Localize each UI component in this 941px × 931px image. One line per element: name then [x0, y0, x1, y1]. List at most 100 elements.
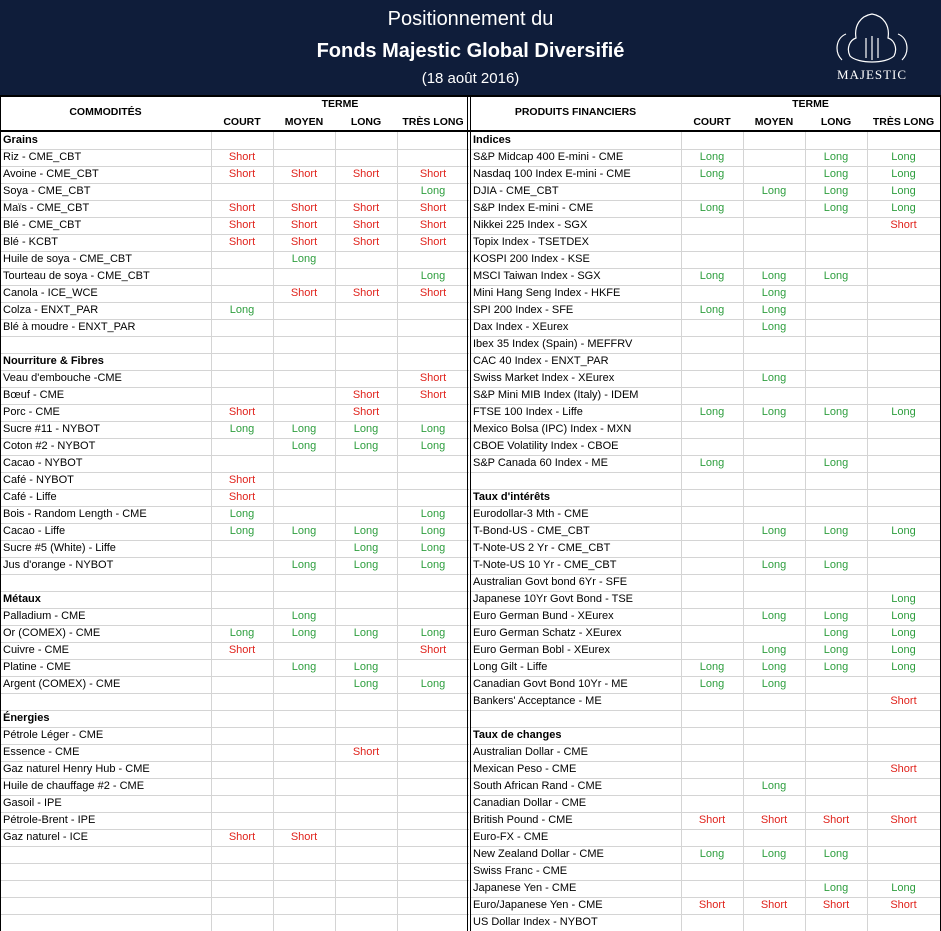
position: Short	[890, 899, 917, 911]
row-line	[470, 829, 940, 830]
position: Long	[761, 372, 787, 384]
instrument: Cacao - NYBOT	[3, 457, 83, 469]
instrument: Canola - ICE_WCE	[3, 287, 98, 299]
term-heading: TERME	[792, 98, 829, 110]
position: Long	[761, 304, 787, 316]
col-line	[867, 132, 868, 931]
row-line	[0, 285, 469, 286]
instrument: British Pound - CME	[473, 814, 573, 826]
position: Short	[890, 814, 917, 826]
position: Long	[291, 440, 317, 452]
instrument: Colza - ENXT_PAR	[3, 304, 99, 316]
row-line	[0, 880, 469, 881]
position: Short	[228, 474, 256, 486]
row-line	[0, 353, 469, 354]
instrument: Cacao - Liffe	[3, 525, 66, 537]
instrument: Cuivre - CME	[3, 644, 70, 656]
position: Short	[352, 202, 380, 214]
position: Short	[352, 746, 380, 758]
instrument: Japanese Yen - CME	[473, 882, 577, 894]
instrument: S&P Canada 60 Index - ME	[473, 457, 608, 469]
instrument: Australian Dollar - CME	[473, 746, 588, 758]
instrument: Blé - CME_CBT	[3, 219, 82, 231]
instrument: Blé - KCBT	[3, 236, 59, 248]
position: Short	[228, 491, 256, 503]
row-line	[470, 540, 940, 541]
section-label: Indices	[473, 134, 511, 146]
instrument: S&P Mini MIB Index (Italy) - IDEM	[473, 389, 639, 401]
row-line	[0, 574, 469, 575]
row-line	[0, 557, 469, 558]
border	[467, 95, 468, 931]
row-line	[470, 710, 940, 711]
position: Short	[419, 202, 447, 214]
position: Long	[699, 457, 725, 469]
position: Long	[891, 168, 916, 180]
position: Long	[229, 627, 255, 639]
position: Long	[761, 661, 787, 673]
position: Short	[419, 372, 447, 384]
term-column: MOYEN	[284, 116, 324, 128]
instrument: Or (COMEX) - CME	[3, 627, 101, 639]
instrument: Ibex 35 Index (Spain) - MEFFRV	[473, 338, 633, 350]
position: Long	[229, 304, 255, 316]
section-label: Grains	[3, 134, 38, 146]
position: Short	[352, 406, 380, 418]
position: Long	[891, 593, 916, 605]
term-column: MOYEN	[754, 116, 794, 128]
row-line	[470, 727, 940, 728]
position: Short	[290, 168, 318, 180]
position: Short	[419, 219, 447, 231]
position: Short	[290, 831, 318, 843]
row-line	[0, 166, 469, 167]
row-line	[470, 489, 940, 490]
col-line	[681, 132, 682, 931]
position: Long	[353, 627, 379, 639]
row-line	[0, 863, 469, 864]
position: Short	[419, 287, 447, 299]
position: Long	[823, 202, 849, 214]
col-line	[273, 132, 274, 931]
row-line	[0, 217, 469, 218]
position: Short	[352, 168, 380, 180]
position: Long	[823, 270, 849, 282]
instrument: KOSPI 200 Index - KSE	[473, 253, 590, 265]
position: Short	[822, 899, 850, 911]
position: Short	[419, 644, 447, 656]
logo: MAJESTIC	[836, 13, 908, 82]
position: Short	[228, 151, 256, 163]
row-line	[470, 336, 940, 337]
position: Long	[420, 423, 446, 435]
position: Long	[823, 661, 849, 673]
row-line	[0, 370, 469, 371]
row-line	[0, 251, 469, 252]
instrument: Bankers' Acceptance - ME	[473, 695, 602, 707]
instrument: Euro-FX - CME	[473, 831, 549, 843]
instrument: SPI 200 Index - SFE	[473, 304, 574, 316]
position: Short	[760, 814, 788, 826]
position: Long	[891, 882, 916, 894]
position: Long	[699, 168, 725, 180]
position: Long	[353, 525, 379, 537]
row-line	[470, 557, 940, 558]
position: Long	[353, 559, 379, 571]
position: Long	[761, 610, 787, 622]
position: Long	[229, 508, 255, 520]
row-line	[470, 574, 940, 575]
row-line	[470, 302, 940, 303]
position: Long	[891, 525, 916, 537]
instrument: Essence - CME	[3, 746, 80, 758]
position: Long	[823, 882, 849, 894]
row-line	[470, 693, 940, 694]
row-line	[0, 642, 469, 643]
position: Short	[890, 763, 917, 775]
row-line	[470, 370, 940, 371]
instrument: Riz - CME_CBT	[3, 151, 82, 163]
position: Long	[353, 678, 379, 690]
instrument: South African Rand - CME	[473, 780, 603, 792]
row-line	[0, 268, 469, 269]
row-line	[0, 761, 469, 762]
position: Short	[228, 644, 256, 656]
row-line	[0, 404, 469, 405]
position: Long	[823, 627, 849, 639]
